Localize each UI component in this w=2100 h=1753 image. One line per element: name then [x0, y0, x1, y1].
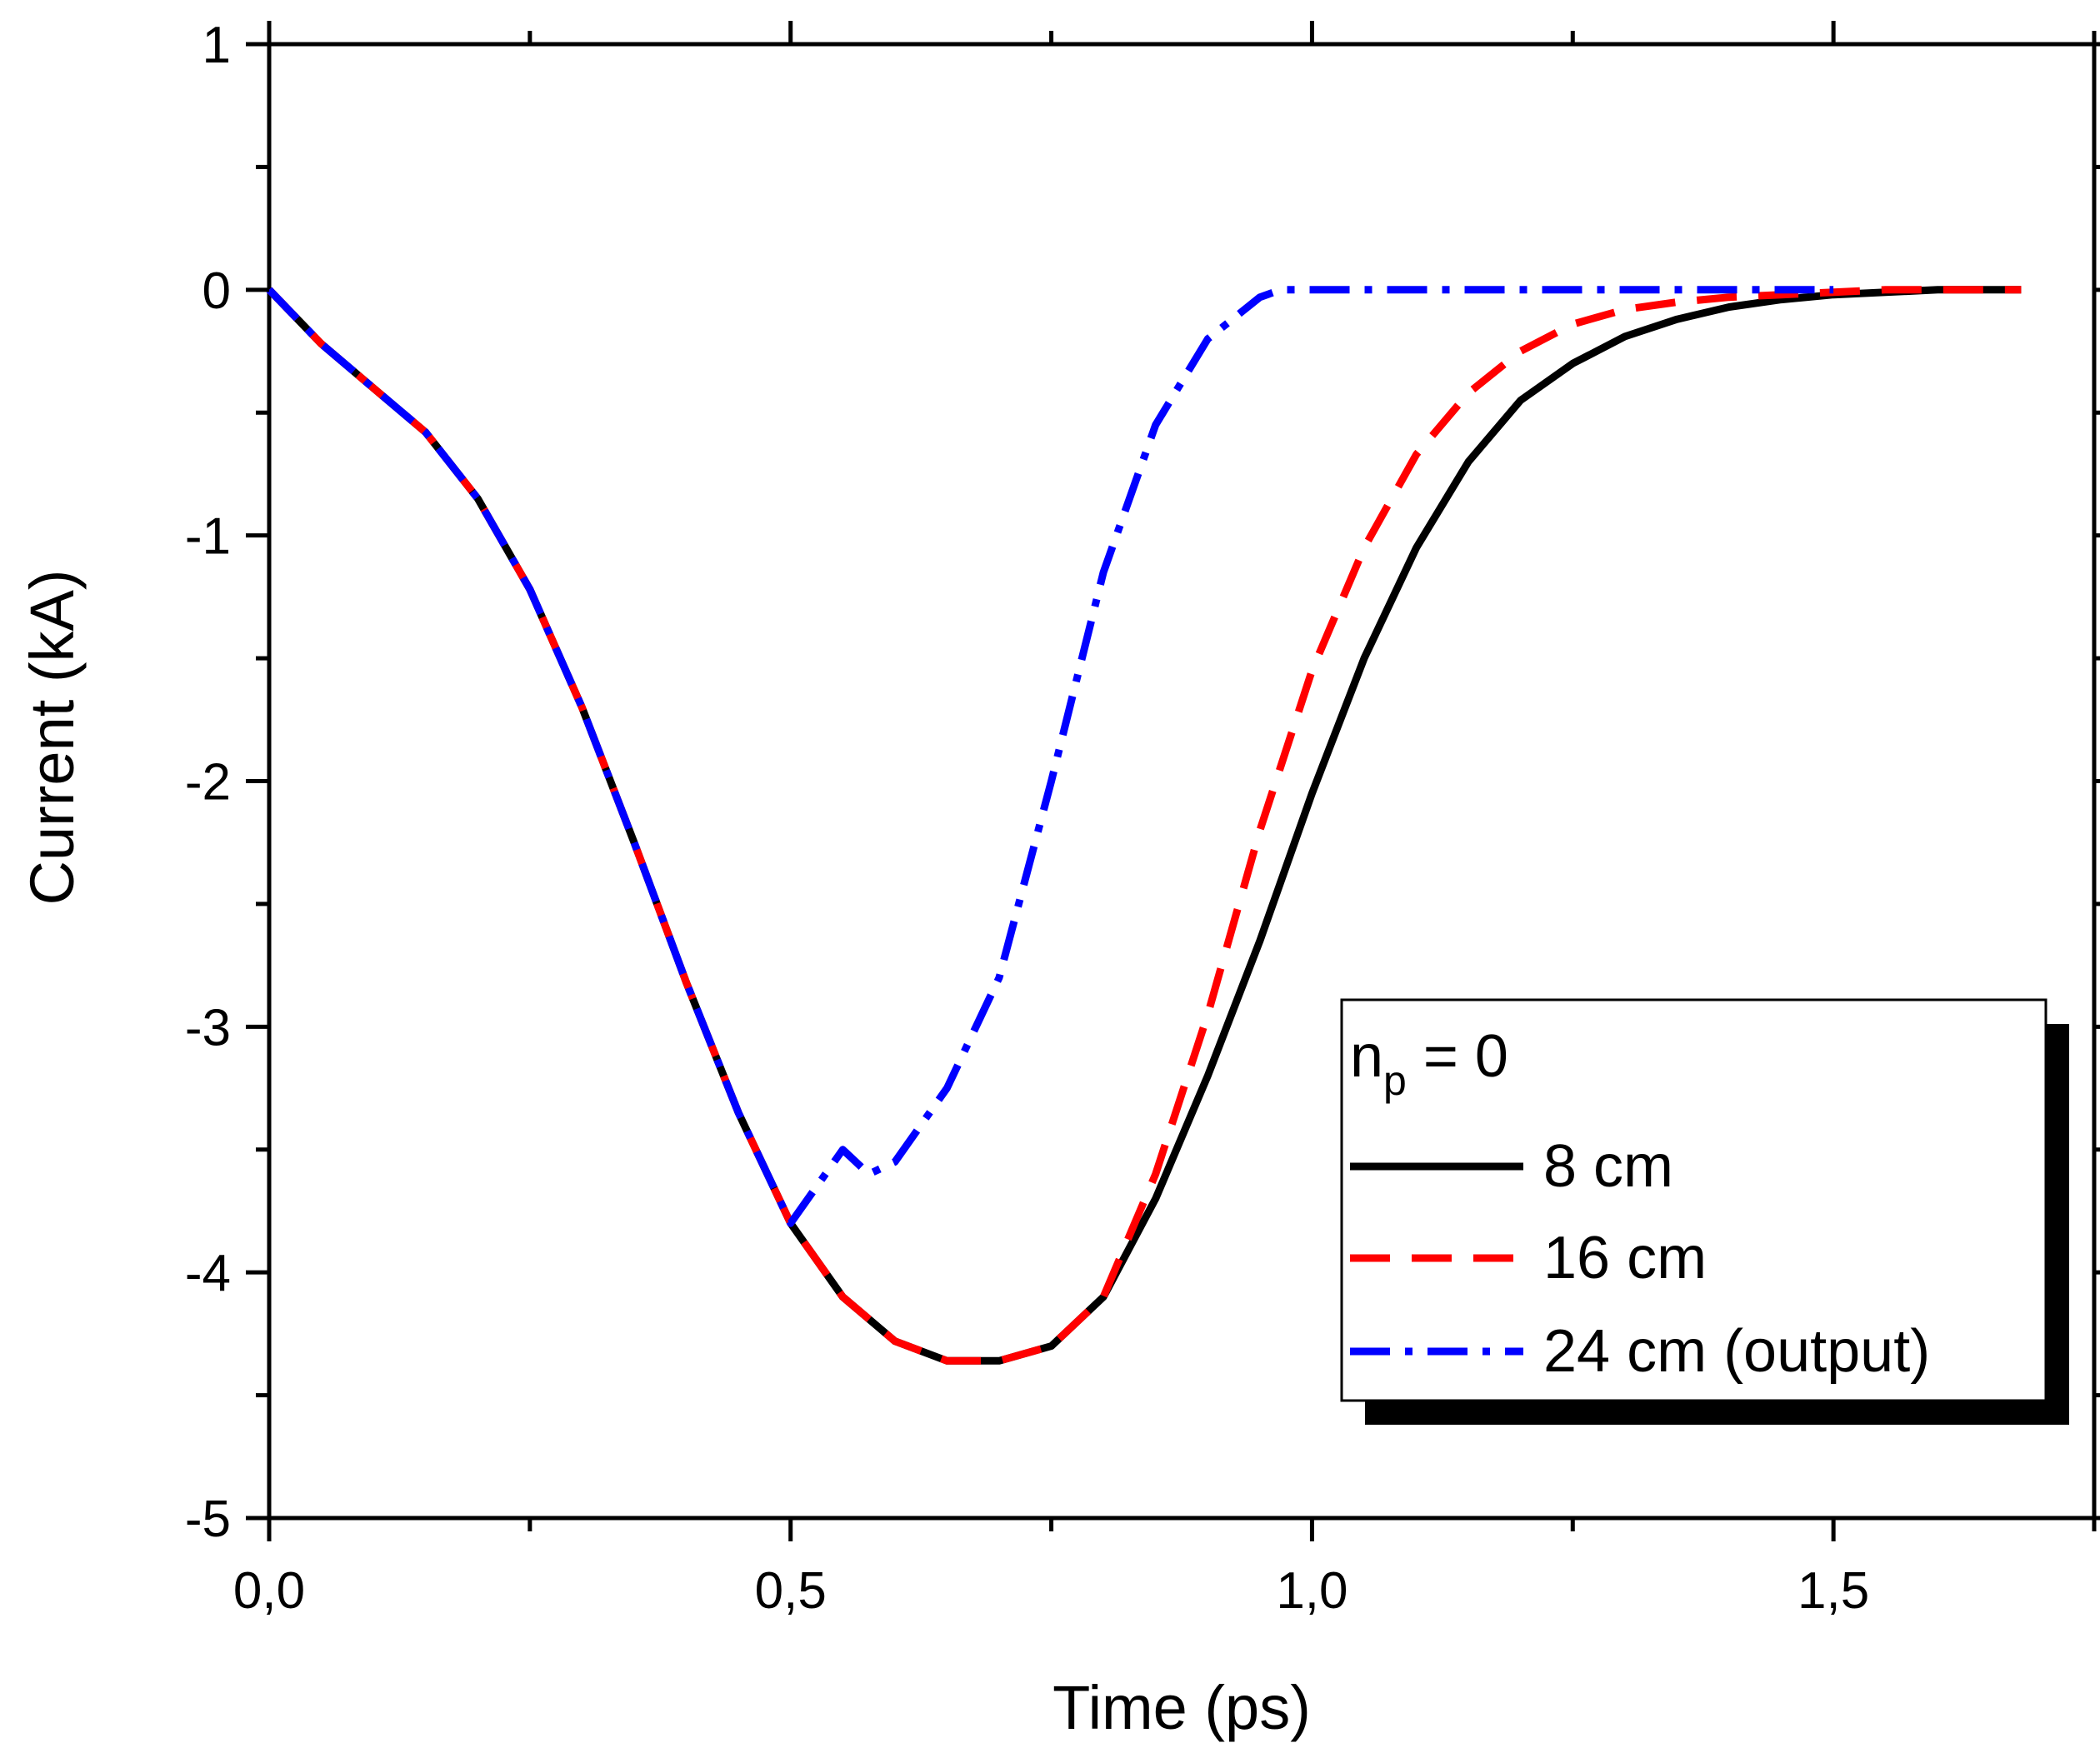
- series-layer: [266, 286, 2022, 1365]
- y-tick-label: 0: [202, 262, 231, 320]
- legend-title-rest: = 0: [1407, 1023, 1508, 1090]
- legend-label-8cm: 8 cm: [1543, 1133, 1673, 1200]
- y-tick-label: -5: [185, 1491, 231, 1548]
- legend-title: np = 0: [1350, 1023, 1508, 1104]
- x-tick-label: 0,5: [755, 1562, 827, 1620]
- y-tick-label: -4: [185, 1245, 231, 1302]
- legend-title-sub: p: [1383, 1057, 1407, 1104]
- y-axis-title: Current (kA): [18, 570, 87, 906]
- x-tick-label: 1,5: [1798, 1562, 1869, 1620]
- legend-box: [1340, 998, 2048, 1402]
- legend-label-24cm: 24 cm (output): [1543, 1318, 1930, 1385]
- y-tick-label: -3: [185, 999, 231, 1056]
- y-tick-label: -1: [185, 508, 231, 566]
- x-tick-label: 1,0: [1276, 1562, 1348, 1620]
- y-tick-label: 1: [202, 17, 231, 74]
- series-line-16-cm: [266, 286, 2022, 1365]
- y-tick-label: -2: [185, 754, 231, 812]
- series-line-24-cm-output-: [266, 286, 1834, 1227]
- legend-title-main: n: [1350, 1023, 1383, 1090]
- x-tick-label: 0,0: [233, 1562, 305, 1620]
- x-axis-title: Time (ps): [1052, 1673, 1311, 1742]
- tick-layer: 0,0 0,5 1,0 1,5 1 0 -1 -2 -3 -4 -5: [185, 17, 2100, 1620]
- legend: np = 0 8 cm 16 cm 24 cm (output): [1340, 998, 2069, 1425]
- legend-label-16cm: 16 cm: [1543, 1225, 1707, 1291]
